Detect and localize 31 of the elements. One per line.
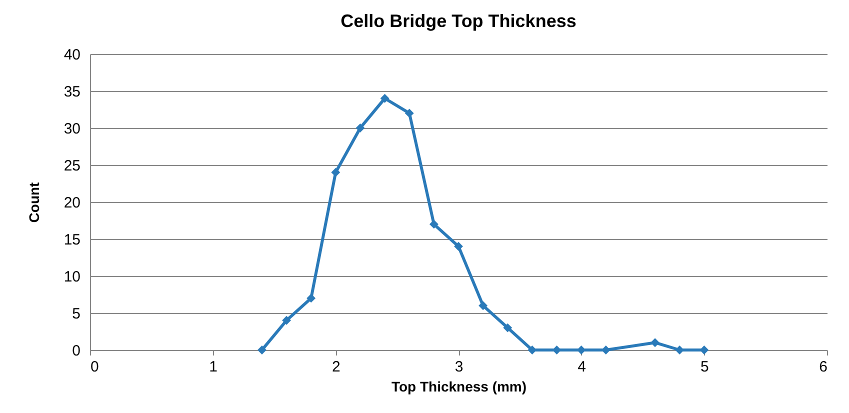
x-tick-label: 6 xyxy=(819,358,828,376)
y-axis-title: Count xyxy=(26,182,42,223)
y-tick-label: 5 xyxy=(72,306,80,322)
x-tick-label: 1 xyxy=(209,358,218,376)
y-tick-label: 25 xyxy=(64,158,80,174)
y-tick-label: 0 xyxy=(72,342,80,360)
y-tick-label: 20 xyxy=(64,194,80,212)
x-tick-label: 3 xyxy=(454,358,464,376)
chart-title: Cello Bridge Top Thickness xyxy=(340,11,576,31)
x-tick-label: 5 xyxy=(700,358,709,376)
point xyxy=(331,168,340,177)
point xyxy=(454,242,463,251)
point xyxy=(282,316,292,325)
point xyxy=(306,294,316,303)
y-tick-label: 10 xyxy=(64,268,80,286)
point xyxy=(503,323,512,332)
point xyxy=(380,94,390,103)
y-tick-label: 35 xyxy=(64,84,80,100)
x-tick-label: 2 xyxy=(332,358,340,376)
y-tick-label: 15 xyxy=(64,232,80,248)
point xyxy=(356,124,365,132)
point xyxy=(650,338,660,348)
y-tick-label: 40 xyxy=(64,46,80,64)
point xyxy=(404,108,414,118)
y-tick-label: 30 xyxy=(64,120,80,138)
x-axis-title: Top Thickness (mm) xyxy=(391,378,527,394)
point xyxy=(429,220,438,229)
x-tick-label: 4 xyxy=(578,358,586,376)
point xyxy=(478,301,488,310)
point xyxy=(257,346,266,354)
x-tick-label: 0 xyxy=(90,358,99,376)
